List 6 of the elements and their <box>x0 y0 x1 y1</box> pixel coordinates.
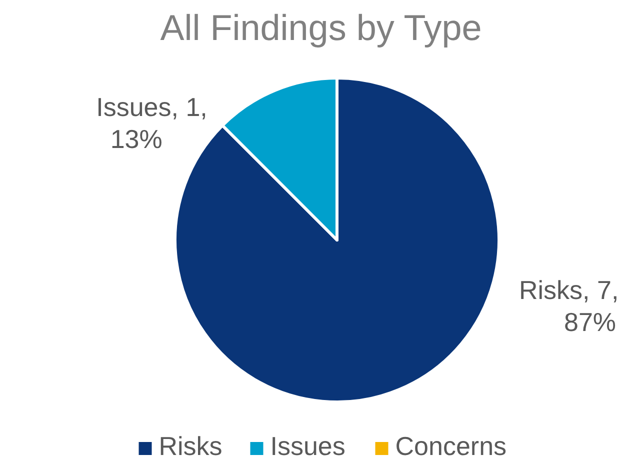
data-label: Issues, 1, 13% <box>96 92 208 154</box>
chart-title: All Findings by Type <box>160 7 482 48</box>
legend-label: Issues <box>270 431 346 461</box>
legend-label: Concerns <box>395 431 507 461</box>
data-label: Risks, 7, 87% <box>519 274 619 337</box>
legend-label: Risks <box>158 431 222 461</box>
